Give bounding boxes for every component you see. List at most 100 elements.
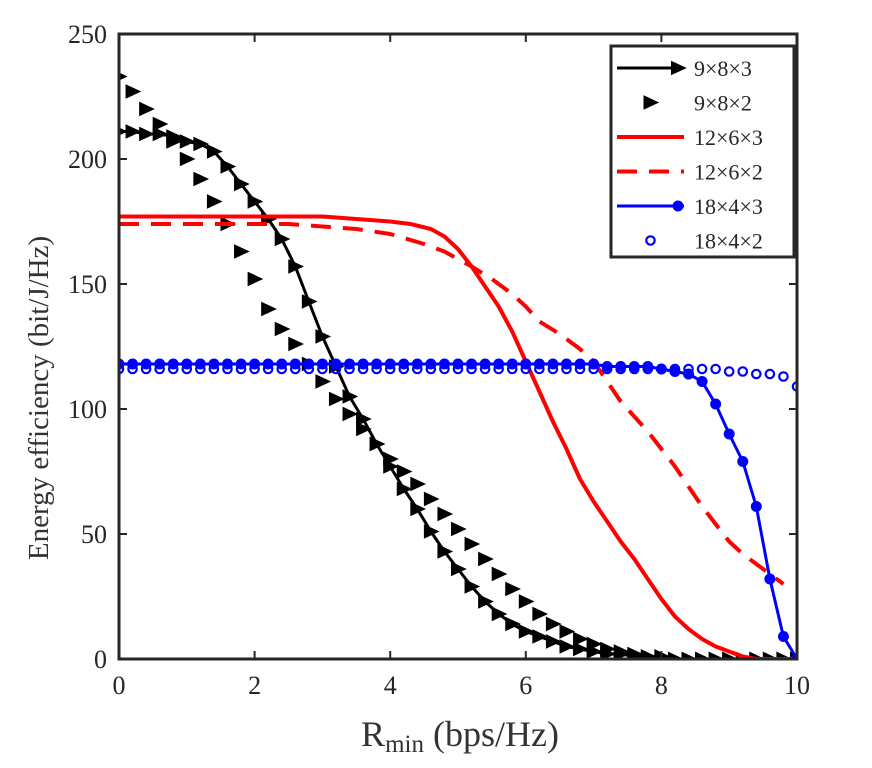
y-tick-label: 150 xyxy=(68,270,107,299)
data-point xyxy=(615,363,627,375)
data-point xyxy=(247,271,264,287)
data-point xyxy=(317,363,328,375)
legend-marker-4 xyxy=(672,200,684,212)
data-point xyxy=(439,363,450,375)
data-point xyxy=(656,363,667,375)
data-point xyxy=(532,629,549,644)
data-point xyxy=(491,566,508,582)
data-point xyxy=(371,363,382,375)
data-point xyxy=(247,194,264,209)
data-point xyxy=(669,366,681,377)
data-point xyxy=(710,363,721,375)
y-tick-label: 100 xyxy=(68,395,107,424)
data-point xyxy=(179,134,196,149)
data-point xyxy=(737,456,749,467)
data-point xyxy=(437,544,454,559)
x-tick-label: 0 xyxy=(113,671,126,700)
series-line-3 xyxy=(119,222,785,586)
x-axis-label-sub: min xyxy=(385,731,424,758)
data-point xyxy=(398,363,410,375)
data-point xyxy=(722,651,738,659)
data-point xyxy=(140,363,152,375)
data-point xyxy=(613,644,630,659)
data-point xyxy=(423,524,440,539)
legend-label-2: 12×6×3 xyxy=(694,125,763,150)
data-point xyxy=(696,363,708,375)
y-tick-label: 250 xyxy=(68,20,107,49)
data-point xyxy=(222,363,233,375)
data-point xyxy=(518,624,535,639)
data-point xyxy=(491,606,508,622)
data-point xyxy=(451,561,467,577)
data-point xyxy=(534,363,545,375)
data-point xyxy=(288,259,304,274)
x-tick-label: 10 xyxy=(784,671,810,700)
data-point xyxy=(127,363,138,375)
data-point xyxy=(464,579,481,594)
data-point xyxy=(681,651,698,659)
data-point xyxy=(383,451,399,467)
data-point xyxy=(342,389,359,404)
data-point xyxy=(195,363,206,375)
x-tick-label: 6 xyxy=(519,671,532,700)
data-point xyxy=(601,363,613,375)
data-point xyxy=(764,368,776,380)
data-point xyxy=(315,329,332,344)
data-point xyxy=(479,363,491,375)
y-tick-label: 200 xyxy=(68,145,107,174)
data-point xyxy=(642,361,654,372)
legend-label-3: 12×6×2 xyxy=(694,160,763,185)
data-point xyxy=(750,501,762,512)
data-point xyxy=(166,134,182,149)
data-point xyxy=(396,464,413,479)
data-point xyxy=(303,363,315,375)
data-point xyxy=(262,363,274,375)
data-point xyxy=(288,336,304,352)
data-point xyxy=(154,363,165,375)
data-point xyxy=(696,376,708,387)
series-3 xyxy=(119,222,785,586)
x-tick-label: 2 xyxy=(248,671,261,700)
data-point xyxy=(573,641,589,657)
data-point xyxy=(574,363,586,375)
data-point xyxy=(369,436,386,452)
data-point xyxy=(412,363,423,375)
data-point xyxy=(206,194,223,209)
legend-marker-5 xyxy=(645,235,656,246)
data-point xyxy=(274,231,291,247)
data-point xyxy=(627,646,643,659)
data-point xyxy=(506,363,518,375)
data-point xyxy=(344,363,355,375)
data-point xyxy=(545,616,562,632)
data-point xyxy=(559,624,576,639)
data-point xyxy=(330,363,342,375)
data-point xyxy=(425,363,437,375)
data-point xyxy=(125,84,142,99)
data-point xyxy=(410,476,427,492)
data-point xyxy=(437,506,454,522)
data-point xyxy=(505,616,521,632)
data-point xyxy=(234,244,250,259)
y-tick-label: 50 xyxy=(81,520,107,549)
data-point xyxy=(139,126,155,142)
data-point xyxy=(423,491,440,507)
y-tick-label: 0 xyxy=(94,645,107,674)
y-axis-label: Energy efficiency (bit/J/Hz) xyxy=(23,236,55,560)
data-point xyxy=(559,639,576,654)
data-point xyxy=(737,366,749,377)
series-2 xyxy=(119,214,797,659)
data-point xyxy=(642,363,654,375)
x-tick-label: 4 xyxy=(384,671,397,700)
data-point xyxy=(235,363,247,375)
data-point xyxy=(683,363,694,375)
legend-marker-1 xyxy=(643,95,660,110)
x-tick-label: 8 xyxy=(655,671,668,700)
x-axis-label-rest: (bps/Hz) xyxy=(424,714,559,754)
legend-label-1: 9×8×2 xyxy=(694,91,752,116)
legend-box xyxy=(609,44,796,259)
data-point xyxy=(532,606,549,622)
legend-label-4: 18×4×3 xyxy=(694,194,763,219)
data-point xyxy=(695,651,711,659)
